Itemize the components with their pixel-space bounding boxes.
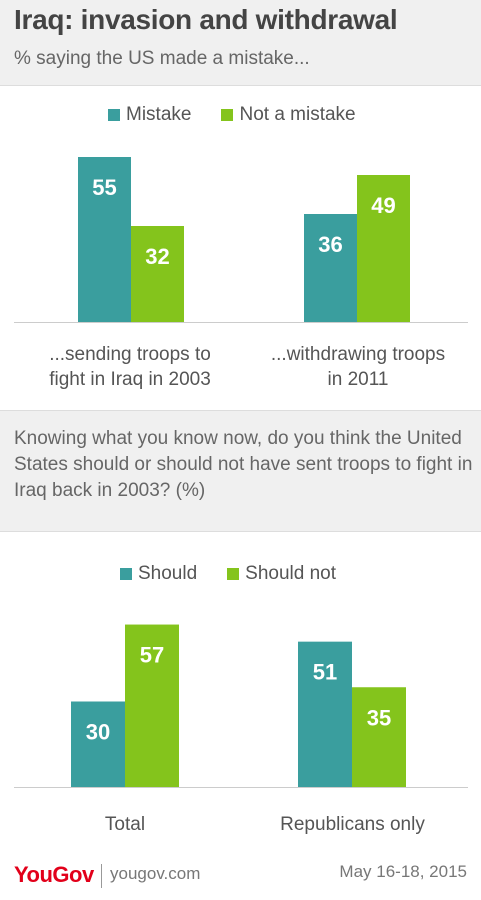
data-label-should-1: 30	[86, 720, 110, 745]
legend-item-should-not: Should not	[227, 563, 336, 585]
category-line: Republicans only	[280, 814, 425, 835]
legend-label-not-a-mistake: Not a mistake	[239, 104, 356, 125]
legend-label-should-not: Should not	[245, 563, 337, 584]
category-line: Total	[104, 814, 146, 835]
data-label-not-a-mistake-1: 32	[145, 244, 169, 269]
header-panel: Iraq: invasion and withdrawal % saying t…	[0, 0, 481, 86]
category-line: ...withdrawing troops	[270, 344, 446, 365]
yougov-logo: YouGov	[14, 862, 94, 887]
chart-2-category-label-2: Republicans only	[245, 812, 460, 837]
legend-swatch-not-a-mistake	[221, 109, 234, 121]
page-subtitle: % saying the US made a mistake...	[14, 48, 310, 69]
bar-should-1	[71, 701, 125, 787]
data-label-should-not-1: 57	[140, 643, 164, 668]
legend-item-should: Should	[120, 563, 197, 585]
bar-not-a-mistake-1	[131, 226, 184, 322]
bar-should-not-2	[352, 687, 406, 787]
chart-2-legend: Should Should not	[120, 563, 366, 585]
footer-divider	[101, 864, 102, 888]
legend-item-not-a-mistake: Not a mistake	[221, 104, 356, 126]
survey-date: May 16-18, 2015	[339, 862, 467, 881]
legend-label-should: Should	[138, 563, 198, 584]
legend-swatch-should-not	[227, 568, 240, 580]
category-line: ...sending troops to	[49, 344, 211, 365]
category-line: fight in Iraq in 2003	[49, 369, 211, 390]
chart-2-plot: 30 57 51 35	[14, 624, 468, 788]
survey-question: Knowing what you know now, do you think …	[14, 428, 473, 501]
legend-swatch-should	[120, 568, 132, 580]
bar-not-a-mistake-2	[357, 175, 410, 322]
bar-mistake-2	[304, 214, 357, 322]
bar-mistake-1	[78, 157, 131, 322]
data-label-should-2: 51	[313, 660, 337, 685]
legend-swatch-mistake	[108, 109, 120, 121]
chart-1-plot: 55 32 36 49	[14, 157, 468, 323]
data-label-not-a-mistake-2: 49	[371, 193, 395, 218]
data-label-should-not-2: 35	[367, 705, 391, 730]
legend-label-mistake: Mistake	[126, 104, 192, 125]
page-title: Iraq: invasion and withdrawal	[14, 4, 398, 35]
footer: YouGov yougov.com May 16-18, 2015	[0, 858, 481, 900]
bar-should-not-1	[125, 624, 179, 787]
chart-1-category-label-2: ...withdrawing troops in 2011	[248, 342, 468, 392]
chart-1-legend: Mistake Not a mistake	[108, 104, 386, 126]
legend-item-mistake: Mistake	[108, 104, 191, 126]
data-label-mistake-2: 36	[318, 232, 342, 257]
chart-2-category-label-1: Total	[20, 812, 230, 837]
question-panel	[0, 410, 481, 532]
bar-should-2	[298, 641, 352, 787]
data-label-mistake-1: 55	[92, 175, 116, 200]
footer-site-link[interactable]: yougov.com	[110, 864, 201, 883]
category-line: in 2011	[327, 369, 389, 390]
chart-1-category-label-1: ...sending troops to fight in Iraq in 20…	[20, 342, 240, 392]
